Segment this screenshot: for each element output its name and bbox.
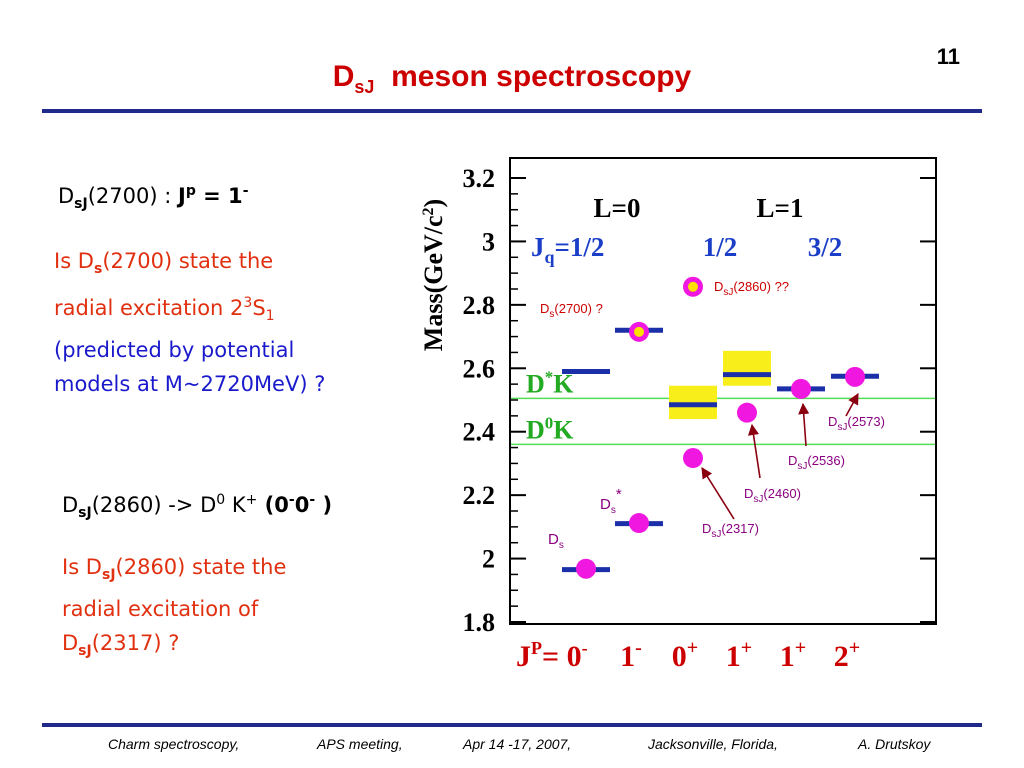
x-category-label: 1+ [726, 637, 752, 673]
line2-m1: - [288, 492, 295, 508]
q1-l2sub: 1 [265, 308, 275, 325]
line1-eq: = 1 [195, 184, 243, 208]
footer-item-1: Charm spectroscopy, [108, 736, 240, 752]
line2-z2: 0 [294, 493, 310, 517]
line2-m2: - [309, 492, 316, 508]
observed-label: DsJ(2860) ?? [714, 279, 789, 298]
q2-l2: radial excitation of [62, 597, 259, 622]
y-tick-label: 2.8 [463, 291, 496, 320]
q1-l2b: S [252, 296, 266, 321]
line1-rest: (2700) : [87, 184, 178, 208]
observed-label: DsJ(2460) [744, 486, 801, 505]
page-title: DsJ meson spectroscopy [0, 60, 1024, 98]
title-sub: sJ [354, 77, 375, 97]
arrow [798, 402, 810, 447]
q1-l3: (predicted by potential [54, 338, 295, 363]
line2-rest: (2860) -> D [91, 493, 217, 517]
header-l1: L=1 [757, 193, 804, 223]
top-rule [42, 109, 982, 113]
question-2860: Is DsJ(2860) state the radial excitation… [62, 550, 286, 668]
q2-l3a: D [62, 631, 79, 656]
observed-label: DsJ(2573) [828, 414, 885, 433]
q2-l3sub: sJ [78, 643, 92, 660]
q1-l2a: radial excitation 2 [54, 296, 244, 321]
footer-item-2: APS meeting, [317, 736, 403, 752]
arrow [747, 423, 761, 479]
line1-jsup: p [185, 183, 196, 199]
line1-j: J [177, 184, 186, 208]
observed-label: DsJ(2317) [702, 521, 759, 540]
slide-number: 11 [936, 44, 960, 69]
line2-k: K [225, 493, 246, 517]
line1-minus: - [242, 183, 249, 199]
arrow [701, 467, 735, 520]
jp-prefix: JP= 0- [516, 638, 588, 673]
footer-item-3: Apr 14 -17, 2007, [463, 736, 572, 752]
arrow [845, 393, 859, 417]
footer-item-4: Jacksonville, Florida, [648, 736, 778, 752]
x-category-label: 0+ [672, 637, 698, 673]
dsj-2860-decay: DsJ(2860) -> D0 K+ (0-0- ) [62, 483, 332, 530]
line2-zero: 0 [216, 492, 226, 508]
prediction-band [723, 350, 771, 386]
observed-marker [683, 448, 703, 469]
q1-l1a: Is D [54, 249, 94, 273]
bottom-rule [42, 723, 982, 727]
y-tick-label: 1.8 [463, 608, 496, 637]
y-tick-label: 2.6 [463, 354, 496, 383]
observed-label: Ds(2700) ? [540, 301, 603, 320]
x-category-label: 2+ [834, 637, 860, 673]
observed-marker [629, 513, 649, 534]
observed-marker [791, 378, 811, 399]
y-tick-label: 3 [482, 227, 495, 256]
observed-label: Ds* [600, 486, 622, 516]
dsj-2700-jp: DsJ(2700) : Jp = 1- [58, 174, 249, 221]
observed-marker-core [634, 326, 644, 337]
line1-sub: sJ [74, 196, 88, 213]
q2-l3b: (2317) ? [91, 631, 180, 656]
observed-label: Ds [548, 531, 564, 551]
q1-l2sup: 3 [243, 295, 253, 312]
header-l0: L=0 [594, 193, 641, 223]
line2-open: ( [257, 493, 275, 517]
q1-l1sub: s [93, 261, 103, 278]
header-jq3: 3/2 [808, 232, 843, 262]
title-d: D [332, 60, 355, 93]
observed-marker-core [688, 281, 698, 292]
x-category-label: 1- [620, 637, 642, 673]
title-rest: meson spectroscopy [391, 60, 692, 93]
observed-label: DsJ(2536) [788, 453, 845, 472]
q2-l1a: Is D [62, 555, 102, 579]
y-tick-label: 2.4 [463, 418, 496, 447]
header-jq: Jq=1/2 [531, 232, 604, 267]
threshold-label: D0K [526, 413, 574, 444]
threshold-label: D*K [526, 367, 574, 398]
y-tick-label: 2 [482, 545, 495, 574]
observed-marker [576, 558, 596, 579]
y-tick-label: 2.2 [463, 481, 496, 510]
x-category-label: 1+ [780, 637, 806, 673]
y-axis-label: Mass(GeV/c2) [419, 199, 448, 351]
line2-z1: 0 [274, 493, 289, 517]
line2-close: ) [315, 493, 333, 517]
plot-frame [509, 157, 937, 625]
q2-l1b: (2860) state the [115, 555, 287, 579]
y-tick-label: 3.2 [463, 164, 496, 193]
q2-l1sub: sJ [101, 567, 116, 584]
line2-sub: sJ [78, 505, 92, 522]
footer-item-5: A. Drutskoy [858, 736, 931, 752]
line2-plus: + [245, 492, 258, 508]
line2-d: D [62, 493, 79, 517]
header-jq2: 1/2 [703, 232, 738, 262]
q1-l4: models at M~2720MeV) ? [54, 372, 326, 397]
question-2700: Is Ds(2700) state the radial excitation … [54, 244, 325, 401]
observed-marker [845, 366, 865, 387]
line1-d: D [58, 184, 75, 208]
observed-marker [737, 402, 757, 423]
q1-l1b: (2700) state the [102, 249, 274, 273]
